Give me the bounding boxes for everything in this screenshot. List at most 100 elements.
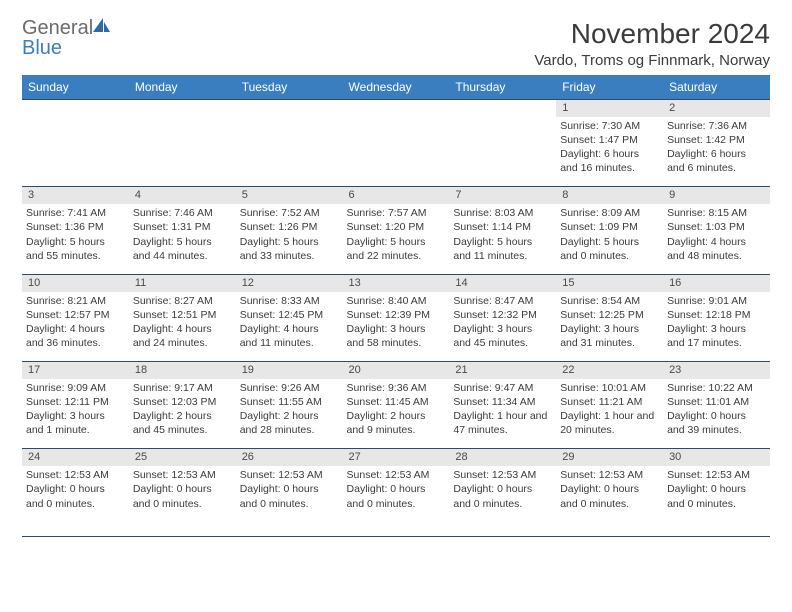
daylight-text: Daylight: 1 hour and 20 minutes.	[560, 409, 659, 437]
daylight-text: Daylight: 0 hours and 0 minutes.	[667, 482, 766, 510]
day-number-row: 12	[22, 100, 770, 117]
sunrise-text: Sunrise: 8:15 AM	[667, 206, 766, 220]
daylight-text: Daylight: 3 hours and 17 minutes.	[667, 322, 766, 350]
logo-text: GeneralBlue	[22, 18, 111, 58]
day-content-cell: Sunset: 12:53 AMDaylight: 0 hours and 0 …	[236, 466, 343, 536]
day-number-row: 17181920212223	[22, 362, 770, 379]
day-content-cell: Sunrise: 7:41 AMSunset: 1:36 PMDaylight:…	[22, 204, 129, 274]
day-content-cell: Sunset: 12:53 AMDaylight: 0 hours and 0 …	[129, 466, 236, 536]
day-details: Sunrise: 7:52 AMSunset: 1:26 PMDaylight:…	[240, 206, 339, 263]
daylight-text: Daylight: 5 hours and 0 minutes.	[560, 235, 659, 263]
daylight-text: Daylight: 0 hours and 0 minutes.	[240, 482, 339, 510]
sunrise-text: Sunrise: 10:01 AM	[560, 381, 659, 395]
day-details: Sunrise: 8:27 AMSunset: 12:51 PMDaylight…	[133, 294, 232, 351]
sunset-text: Sunset: 12:53 AM	[133, 468, 232, 482]
daylight-text: Daylight: 0 hours and 0 minutes.	[347, 482, 446, 510]
day-number-cell: 11	[129, 274, 236, 291]
day-content-cell: Sunset: 12:53 AMDaylight: 0 hours and 0 …	[556, 466, 663, 536]
daylight-text: Daylight: 0 hours and 0 minutes.	[560, 482, 659, 510]
day-content-row: Sunset: 12:53 AMDaylight: 0 hours and 0 …	[22, 466, 770, 536]
day-number-cell: 21	[449, 362, 556, 379]
sunset-text: Sunset: 12:53 AM	[560, 468, 659, 482]
day-details: Sunrise: 8:54 AMSunset: 12:25 PMDaylight…	[560, 294, 659, 351]
sunset-text: Sunset: 12:39 PM	[347, 308, 446, 322]
daylight-text: Daylight: 2 hours and 28 minutes.	[240, 409, 339, 437]
day-content-row: Sunrise: 7:41 AMSunset: 1:36 PMDaylight:…	[22, 204, 770, 274]
day-details: Sunset: 12:53 AMDaylight: 0 hours and 0 …	[453, 468, 552, 511]
day-content-cell: Sunrise: 9:01 AMSunset: 12:18 PMDaylight…	[663, 292, 770, 362]
day-number-cell: 3	[22, 187, 129, 204]
day-details: Sunrise: 7:57 AMSunset: 1:20 PMDaylight:…	[347, 206, 446, 263]
day-number-cell: 17	[22, 362, 129, 379]
daylight-text: Daylight: 1 hour and 47 minutes.	[453, 409, 552, 437]
day-content-cell: Sunrise: 7:46 AMSunset: 1:31 PMDaylight:…	[129, 204, 236, 274]
day-number-cell	[343, 100, 450, 117]
day-number-cell: 20	[343, 362, 450, 379]
day-content-row: Sunrise: 9:09 AMSunset: 12:11 PMDaylight…	[22, 379, 770, 449]
daylight-text: Daylight: 0 hours and 0 minutes.	[453, 482, 552, 510]
sunrise-text: Sunrise: 8:03 AM	[453, 206, 552, 220]
sunset-text: Sunset: 11:21 AM	[560, 395, 659, 409]
day-content-cell	[129, 117, 236, 187]
page-title: November 2024	[534, 18, 770, 50]
sunset-text: Sunset: 1:26 PM	[240, 220, 339, 234]
day-details: Sunset: 12:53 AMDaylight: 0 hours and 0 …	[347, 468, 446, 511]
daylight-text: Daylight: 5 hours and 55 minutes.	[26, 235, 125, 263]
day-number-cell: 30	[663, 449, 770, 466]
day-details: Sunrise: 8:15 AMSunset: 1:03 PMDaylight:…	[667, 206, 766, 263]
sunset-text: Sunset: 1:20 PM	[347, 220, 446, 234]
day-content-cell: Sunrise: 10:01 AMSunset: 11:21 AMDayligh…	[556, 379, 663, 449]
day-details: Sunrise: 8:21 AMSunset: 12:57 PMDaylight…	[26, 294, 125, 351]
sunset-text: Sunset: 12:53 AM	[347, 468, 446, 482]
sunset-text: Sunset: 1:03 PM	[667, 220, 766, 234]
sunset-text: Sunset: 11:55 AM	[240, 395, 339, 409]
sunrise-text: Sunrise: 8:47 AM	[453, 294, 552, 308]
day-details: Sunset: 12:53 AMDaylight: 0 hours and 0 …	[240, 468, 339, 511]
day-number-cell: 24	[22, 449, 129, 466]
daylight-text: Daylight: 3 hours and 1 minute.	[26, 409, 125, 437]
sunset-text: Sunset: 1:42 PM	[667, 133, 766, 147]
sunset-text: Sunset: 12:53 AM	[26, 468, 125, 482]
location-subtitle: Vardo, Troms og Finnmark, Norway	[534, 52, 770, 69]
day-content-cell: Sunrise: 8:03 AMSunset: 1:14 PMDaylight:…	[449, 204, 556, 274]
day-content-cell: Sunset: 12:53 AMDaylight: 0 hours and 0 …	[22, 466, 129, 536]
sunrise-text: Sunrise: 9:36 AM	[347, 381, 446, 395]
sunset-text: Sunset: 12:11 PM	[26, 395, 125, 409]
day-details: Sunrise: 8:40 AMSunset: 12:39 PMDaylight…	[347, 294, 446, 351]
day-number-row: 24252627282930	[22, 449, 770, 466]
day-content-cell: Sunrise: 9:36 AMSunset: 11:45 AMDaylight…	[343, 379, 450, 449]
day-details: Sunrise: 9:17 AMSunset: 12:03 PMDaylight…	[133, 381, 232, 438]
day-number-cell: 5	[236, 187, 343, 204]
day-details: Sunrise: 10:22 AMSunset: 11:01 AMDayligh…	[667, 381, 766, 438]
day-content-cell	[343, 117, 450, 187]
day-content-cell: Sunrise: 9:17 AMSunset: 12:03 PMDaylight…	[129, 379, 236, 449]
sunset-text: Sunset: 1:36 PM	[26, 220, 125, 234]
sunset-text: Sunset: 12:18 PM	[667, 308, 766, 322]
day-content-cell: Sunrise: 10:22 AMSunset: 11:01 AMDayligh…	[663, 379, 770, 449]
logo-word-gray: General	[22, 17, 93, 39]
day-number-cell: 29	[556, 449, 663, 466]
daylight-text: Daylight: 2 hours and 9 minutes.	[347, 409, 446, 437]
day-number-cell: 14	[449, 274, 556, 291]
sunrise-text: Sunrise: 8:54 AM	[560, 294, 659, 308]
day-content-cell: Sunrise: 7:52 AMSunset: 1:26 PMDaylight:…	[236, 204, 343, 274]
sunrise-text: Sunrise: 9:01 AM	[667, 294, 766, 308]
calendar-table: SundayMondayTuesdayWednesdayThursdayFrid…	[22, 75, 770, 537]
day-number-cell: 7	[449, 187, 556, 204]
day-number-cell: 26	[236, 449, 343, 466]
daylight-text: Daylight: 6 hours and 6 minutes.	[667, 147, 766, 175]
day-content-cell: Sunrise: 7:36 AMSunset: 1:42 PMDaylight:…	[663, 117, 770, 187]
day-details: Sunrise: 8:47 AMSunset: 12:32 PMDaylight…	[453, 294, 552, 351]
day-number-cell: 9	[663, 187, 770, 204]
daylight-text: Daylight: 5 hours and 44 minutes.	[133, 235, 232, 263]
day-content-cell	[449, 117, 556, 187]
sunset-text: Sunset: 1:09 PM	[560, 220, 659, 234]
daylight-text: Daylight: 5 hours and 11 minutes.	[453, 235, 552, 263]
daylight-text: Daylight: 5 hours and 33 minutes.	[240, 235, 339, 263]
day-content-cell: Sunset: 12:53 AMDaylight: 0 hours and 0 …	[449, 466, 556, 536]
day-content-cell: Sunrise: 8:27 AMSunset: 12:51 PMDaylight…	[129, 292, 236, 362]
day-number-cell: 2	[663, 100, 770, 117]
sunrise-text: Sunrise: 7:41 AM	[26, 206, 125, 220]
day-content-cell: Sunrise: 8:09 AMSunset: 1:09 PMDaylight:…	[556, 204, 663, 274]
day-content-row: Sunrise: 8:21 AMSunset: 12:57 PMDaylight…	[22, 292, 770, 362]
